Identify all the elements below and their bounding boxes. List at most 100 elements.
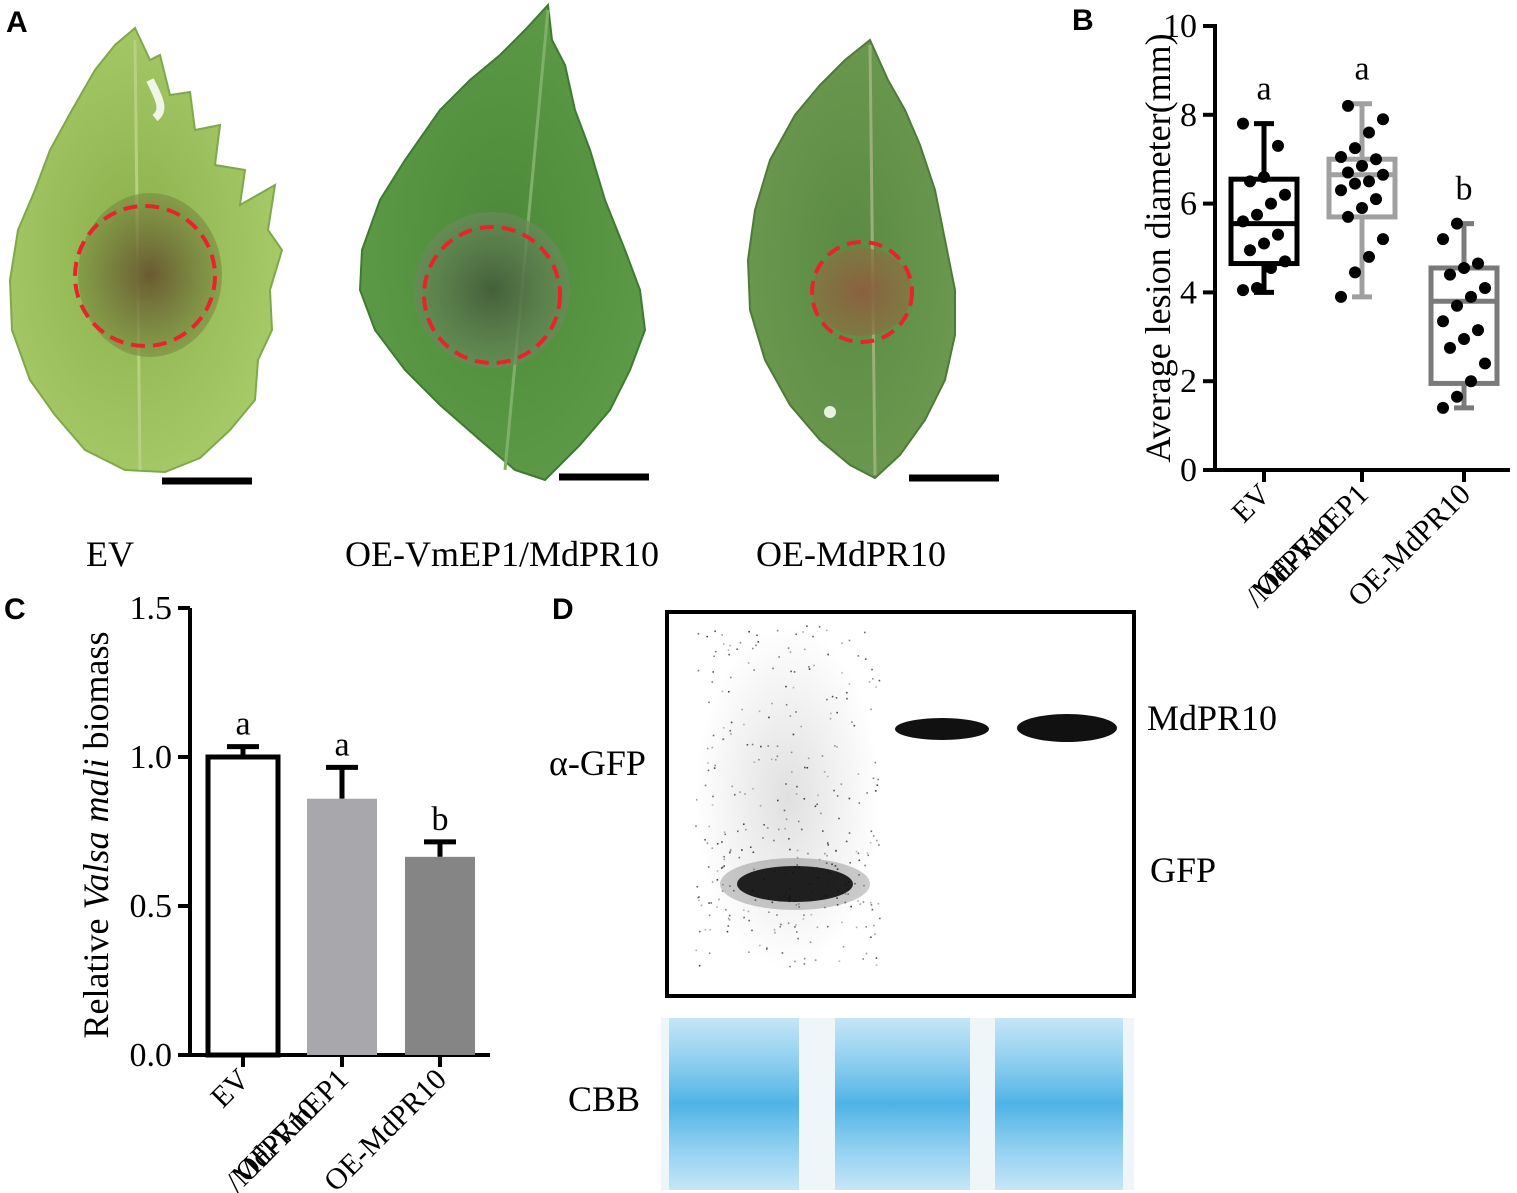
lesion-circle-oe-vmep1-mdpr10	[422, 225, 562, 365]
y-tick-label-c: 0.0	[130, 1037, 173, 1074]
point-b	[1244, 244, 1256, 257]
y-tick-label-b: 10	[1163, 8, 1197, 45]
y-axis-label-part-c: Relative	[76, 910, 116, 1039]
point-b	[1272, 228, 1284, 241]
band-label-mdpr10: MdPR10	[1147, 698, 1277, 738]
leaf-photo-oe-vmep1-mdpr10	[358, 2, 647, 482]
point-b	[1356, 159, 1368, 172]
point-b	[1472, 324, 1484, 337]
point-b	[1472, 257, 1484, 270]
point-b	[1349, 142, 1361, 155]
significance-b: b	[1456, 171, 1473, 208]
band-gfp	[737, 866, 853, 902]
point-b	[1377, 113, 1389, 126]
panel-letter-d: D	[552, 593, 574, 626]
point-b	[1451, 299, 1463, 312]
panel-letter-c: C	[4, 593, 26, 626]
bar-c	[205, 754, 281, 1058]
blot-lane-smear	[695, 625, 880, 970]
y-axis-label-part-c: biomass	[76, 632, 116, 759]
point-b	[1451, 217, 1463, 230]
panel-letter-a: A	[6, 6, 28, 39]
point-b	[1265, 261, 1277, 274]
y-tick-label-b: 6	[1180, 186, 1197, 223]
bar-c	[405, 856, 475, 1055]
point-b	[1279, 255, 1291, 268]
point-b	[1335, 184, 1347, 197]
point-b	[1370, 153, 1382, 166]
point-b	[1465, 375, 1477, 388]
y-tick-label-b: 8	[1180, 97, 1197, 134]
point-b	[1258, 170, 1270, 183]
cbb-stain: CBB	[568, 1018, 1134, 1190]
point-b	[1349, 266, 1361, 279]
point-b	[1342, 99, 1354, 112]
point-b	[1335, 290, 1347, 303]
cbb-lane-3	[995, 1018, 1123, 1190]
point-b	[1444, 268, 1456, 281]
point-b	[1458, 261, 1470, 274]
cbb-lane-1	[669, 1018, 799, 1190]
leaf-label-ev: EV	[86, 534, 134, 574]
y-tick-label-c: 0.5	[130, 888, 173, 925]
x-tick-label-c: EV	[204, 1062, 256, 1114]
point-b	[1349, 177, 1361, 190]
point-b	[1244, 175, 1256, 188]
point-b	[1363, 250, 1375, 263]
panel-letter-b: B	[1072, 4, 1094, 37]
leaf-photo-ev	[8, 26, 284, 474]
point-b	[1458, 333, 1470, 346]
point-b	[1437, 401, 1449, 414]
lesion-circle-oe-mdpr10	[810, 240, 914, 344]
y-tick-label-c: 1.0	[130, 739, 173, 776]
leaf-label-oe-vmep1-mdpr10: OE-VmEP1/MdPR10	[345, 534, 659, 574]
point-b	[1237, 215, 1249, 228]
significance-b: a	[1256, 71, 1271, 108]
leaf-label-oe-mdpr10: OE-MdPR10	[756, 534, 946, 574]
point-b	[1437, 315, 1449, 328]
bar-c	[307, 798, 377, 1055]
point-b	[1356, 202, 1368, 215]
y-axis-label-c: Relative Valsa mali biomass	[76, 632, 116, 1039]
point-b	[1479, 281, 1491, 294]
significance-b: a	[1354, 51, 1369, 88]
band-mdpr10-lane2	[895, 718, 989, 740]
lesion-circle-ev	[73, 204, 217, 348]
point-b	[1251, 281, 1263, 294]
x-tick-label-c: /MdPR10	[219, 1093, 325, 1193]
y-tick-label-c: 1.5	[130, 590, 173, 627]
point-b	[1377, 233, 1389, 246]
y-tick-label-b: 4	[1180, 274, 1197, 311]
band-mdpr10-lane3	[1017, 714, 1117, 742]
point-b	[1335, 150, 1347, 163]
point-b	[1370, 193, 1382, 206]
y-axis-label-b: Average lesion diameter(mm)	[1138, 33, 1178, 462]
significance-c: b	[432, 801, 449, 838]
bar-chart-c: 0.0 0.5 1.0 1.5 Relative Valsa mali biomass a…	[76, 590, 490, 1193]
point-b	[1363, 126, 1375, 139]
leaf-photo-oe-mdpr10	[746, 38, 956, 480]
significance-c: a	[235, 706, 250, 743]
point-b	[1437, 233, 1449, 246]
point-b	[1479, 357, 1491, 370]
band-label-gfp: GFP	[1150, 850, 1216, 890]
point-b	[1377, 168, 1389, 181]
point-b	[1265, 197, 1277, 210]
point-b	[1451, 390, 1463, 403]
antibody-label: α-GFP	[549, 743, 646, 783]
point-b	[1258, 237, 1270, 250]
x-tick-label-b: /MdPR10	[1239, 508, 1345, 614]
point-b	[1237, 284, 1249, 297]
point-b	[1465, 290, 1477, 303]
western-blot: α-GFP MdPR10 GFP	[549, 610, 1277, 998]
point-b	[1342, 210, 1354, 223]
y-tick-label-b: 0	[1180, 452, 1197, 489]
stain-label-cbb: CBB	[568, 1079, 640, 1119]
point-b	[1363, 175, 1375, 188]
y-tick-label-b: 2	[1180, 363, 1197, 400]
point-b	[1237, 117, 1249, 130]
x-tick-label-b: EV	[1225, 477, 1277, 529]
point-b	[1444, 341, 1456, 354]
